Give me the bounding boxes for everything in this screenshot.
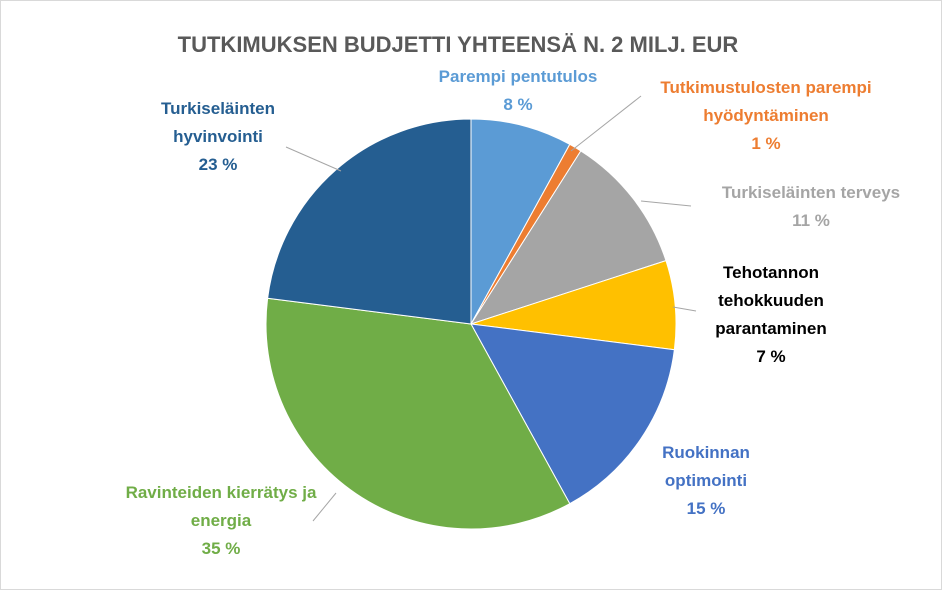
leader-line	[570, 95, 642, 152]
label-name: Tehotannon tehokkuuden parantaminen	[715, 263, 827, 338]
data-label: Tehotannon tehokkuuden parantaminen 7 %	[696, 259, 846, 371]
label-value: 1 %	[751, 134, 781, 153]
label-name: Turkiseläinten hyvinvointi	[161, 99, 275, 146]
data-label: Turkiseläinten terveys 11 %	[691, 179, 931, 235]
label-name: Turkiseläinten terveys	[721, 183, 901, 202]
label-value: 15 %	[686, 499, 726, 518]
chart-title: TUTKIMUKSEN BUDJETTI YHTEENSÄ N. 2 MILJ.…	[178, 32, 739, 57]
pie-slice	[470, 118, 571, 325]
pie-slice	[470, 323, 675, 505]
leader-line	[312, 492, 337, 522]
label-value: 7 %	[756, 347, 786, 366]
label-name: Tutkimustulosten parempi hyödyntäminen	[660, 78, 872, 125]
data-label: Parempi pentutulos 8 %	[418, 63, 618, 119]
data-label: Turkiseläinten hyvinvointi 23 %	[138, 95, 298, 179]
label-name: Parempi pentutulos	[438, 67, 598, 86]
leader-line	[640, 200, 692, 207]
label-name: Ravinteiden kierrätys ja energia	[125, 483, 317, 530]
leader-line	[285, 146, 342, 172]
leader-line	[672, 306, 697, 312]
pie-slice	[267, 118, 472, 325]
label-value: 35 %	[201, 539, 241, 558]
label-value: 23 %	[198, 155, 238, 174]
label-name: Ruokinnan optimointi	[662, 443, 750, 490]
label-value: 11 %	[792, 211, 830, 230]
data-label: Ruokinnan optimointi 15 %	[631, 439, 781, 523]
label-value: 8 %	[503, 95, 533, 114]
data-label: Ravinteiden kierrätys ja energia 35 %	[121, 479, 321, 563]
pie-slice	[469, 150, 667, 325]
pie-slice	[265, 297, 571, 530]
data-label: Tutkimustulosten parempi hyödyntäminen 1 …	[631, 74, 901, 158]
